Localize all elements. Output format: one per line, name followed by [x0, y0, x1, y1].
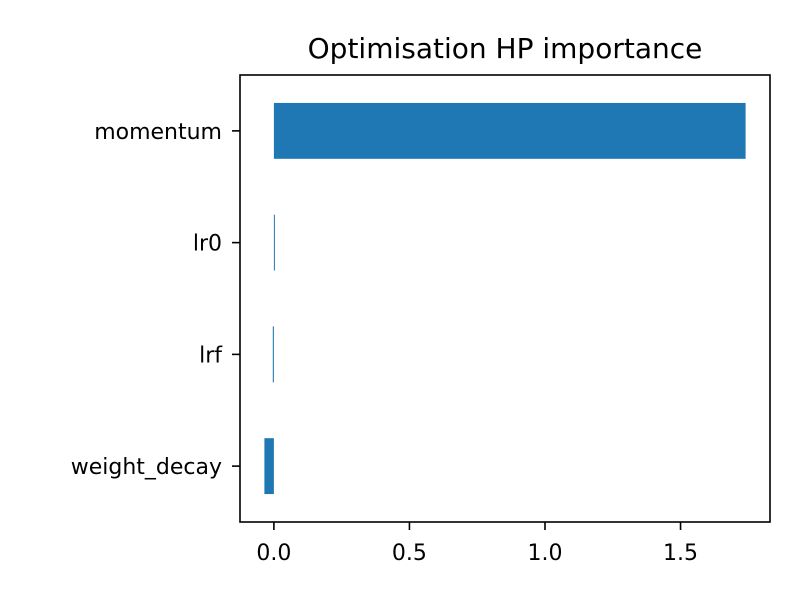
y-tick-label: lr0: [193, 232, 222, 257]
bar-weight-decay: [264, 438, 274, 495]
bars-group: [264, 102, 746, 495]
bar-momentum: [273, 102, 746, 159]
bar-lr0: [273, 214, 275, 271]
x-tick-label: 1.0: [527, 541, 562, 566]
y-tick-label: weight_decay: [71, 455, 222, 480]
y-tick-label: momentum: [94, 120, 222, 145]
x-tick-label: 0.0: [256, 541, 291, 566]
chart-title: Optimisation HP importance: [308, 32, 703, 65]
x-tick-label: 1.5: [663, 541, 698, 566]
x-axis: 0.0 0.5 1.0 1.5: [256, 522, 698, 566]
y-axis: momentum lr0 lrf weight_decay: [71, 120, 240, 480]
bar-lrf: [272, 326, 274, 383]
x-tick-label: 0.5: [392, 541, 427, 566]
plot-frame: [239, 74, 771, 523]
y-tick-label: lrf: [199, 343, 223, 368]
